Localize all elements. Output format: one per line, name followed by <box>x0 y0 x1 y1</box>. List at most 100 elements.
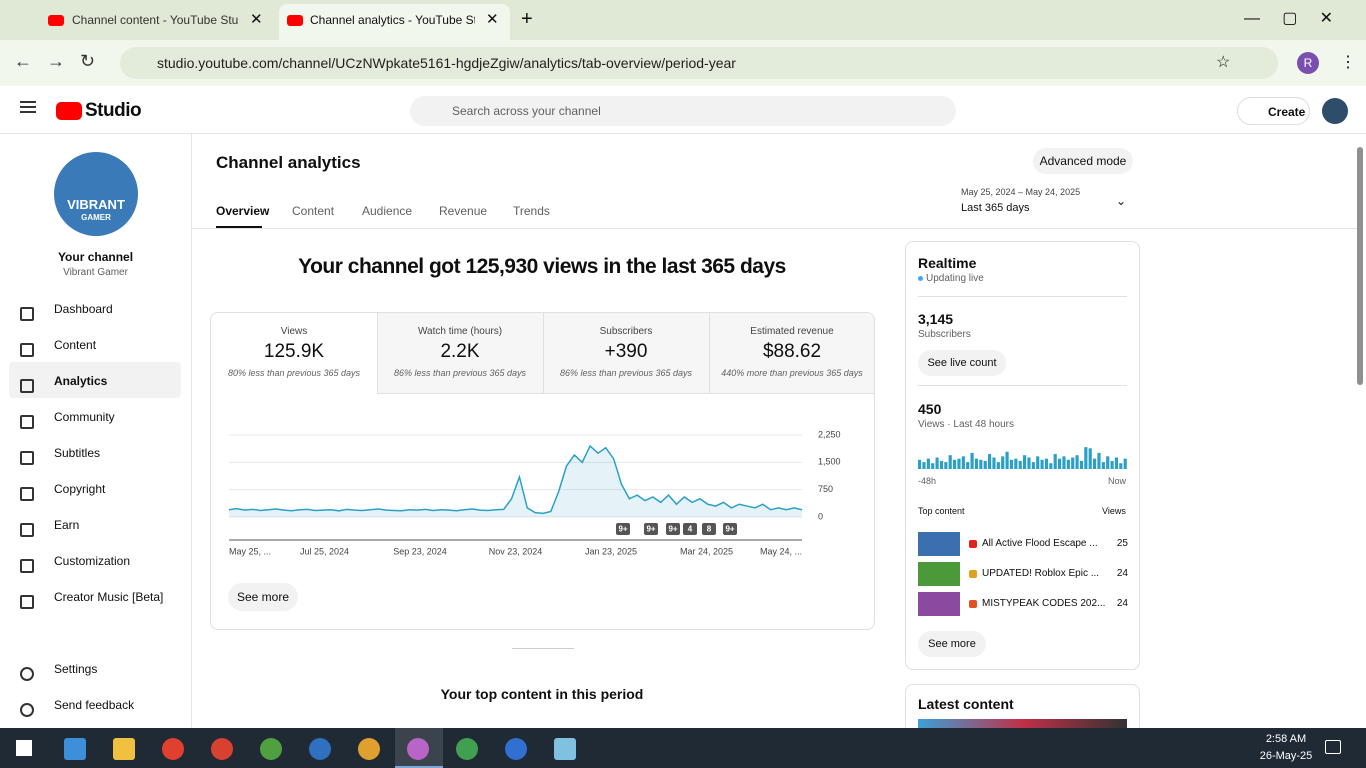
realtime-bar <box>1066 459 1070 469</box>
address-bar[interactable]: studio.youtube.com/channel/UCzNWpkate516… <box>120 47 1278 79</box>
tab[interactable]: Audience <box>362 204 413 218</box>
realtime-bar <box>918 459 922 469</box>
tab-close[interactable]: ✕ <box>486 11 499 28</box>
item-icon <box>969 600 977 608</box>
metric-divider <box>709 313 710 393</box>
advanced-mode[interactable]: Advanced mode <box>1033 148 1133 174</box>
item-thumb[interactable] <box>918 562 960 586</box>
tab[interactable]: Trends <box>513 204 550 218</box>
annotation: 9+ <box>668 525 677 534</box>
avatar[interactable]: VIBRANT GAMER <box>54 152 138 236</box>
divider <box>918 385 1127 386</box>
search[interactable]: Search across your channel <box>410 96 956 126</box>
item-thumb[interactable] <box>918 592 960 616</box>
taskbar-icon[interactable] <box>456 738 478 760</box>
logo-icon <box>56 102 82 120</box>
item-title[interactable]: All Active Flood Escape ... <box>982 538 1098 549</box>
item-views: 24 <box>1116 568 1128 579</box>
nav-item[interactable]: Dashboard <box>54 302 113 316</box>
nav-item[interactable]: Content <box>54 338 97 352</box>
taskbar-icon[interactable] <box>505 738 527 760</box>
nav-item[interactable]: Creator Music [Beta] <box>54 590 164 604</box>
favicon <box>48 15 64 26</box>
realtime-bar <box>996 462 1000 469</box>
metric-value: +390 <box>604 341 648 362</box>
realtime-bar <box>1075 455 1079 469</box>
see-more[interactable]: See more <box>918 631 986 657</box>
clock-time: 2:58 AM <box>1265 733 1307 745</box>
taskbar-icon[interactable] <box>211 738 233 760</box>
nav-icon <box>20 379 34 393</box>
realtime-bar <box>953 459 957 469</box>
y-tick-label: 2,250 <box>818 429 841 439</box>
taskbar-icon[interactable] <box>407 738 429 760</box>
realtime-bar <box>1119 463 1123 469</box>
views-header: Views <box>1102 506 1126 516</box>
realtime-bar <box>922 462 926 469</box>
create-button[interactable]: Create <box>1237 97 1310 125</box>
taskbar-icon[interactable] <box>260 738 282 760</box>
realtime-title: Realtime <box>918 255 977 271</box>
tab[interactable]: Content <box>292 204 335 218</box>
tab-underline <box>216 226 262 228</box>
realtime-bar <box>1018 460 1022 469</box>
tab-close[interactable]: ✕ <box>250 11 263 28</box>
realtime-bar <box>1009 459 1014 469</box>
nav-icon <box>20 703 34 717</box>
nav-item[interactable]: Earn <box>54 518 80 532</box>
item-thumb[interactable] <box>918 532 960 556</box>
latest-thumb <box>918 719 1127 728</box>
new-tab[interactable]: + <box>521 8 533 30</box>
item-title[interactable]: MISTYPEAK CODES 202... <box>982 598 1106 609</box>
annotation-box <box>683 523 697 535</box>
nav-item[interactable]: Subtitles <box>54 446 101 460</box>
nav-item[interactable]: Community <box>54 410 115 424</box>
menu[interactable]: ⋮ <box>1340 54 1356 71</box>
date-range: May 25, 2024 – May 24, 2025 <box>961 187 1081 197</box>
item-icon <box>969 570 977 578</box>
realtime-bar <box>1001 456 1005 469</box>
hamburger[interactable] <box>20 101 36 103</box>
notifications[interactable] <box>1325 740 1341 754</box>
taskbar-icon[interactable] <box>358 738 380 760</box>
divider <box>918 296 1127 297</box>
nav-buttons[interactable]: ← → ↻ <box>14 51 96 71</box>
start-button[interactable] <box>16 740 32 756</box>
nav-item[interactable]: Customization <box>54 554 131 568</box>
nav-item[interactable]: Copyright <box>54 482 106 496</box>
window-controls[interactable]: — ▢ ✕ <box>1244 10 1333 27</box>
period-dropdown[interactable]: ⌄ <box>1116 194 1127 208</box>
account[interactable] <box>1322 98 1348 124</box>
taskbar-icon[interactable] <box>309 738 331 760</box>
taskbar-icon[interactable] <box>113 738 135 760</box>
tab[interactable]: Channel content - YouTube Stu ✕ <box>36 6 274 36</box>
tab[interactable]: Revenue <box>439 204 488 218</box>
see-more[interactable]: See more <box>228 583 298 611</box>
period[interactable]: Last 365 days <box>961 202 1030 214</box>
x-tick-label: May 24, ... <box>760 546 802 556</box>
clock-date: 26-May-25 <box>1259 750 1313 762</box>
nav-icon <box>20 487 34 501</box>
nav-item[interactable]: Analytics <box>54 374 108 388</box>
tab-active[interactable]: Channel analytics - YouTube Stu ✕ <box>279 4 510 40</box>
taskbar-icon[interactable] <box>162 738 184 760</box>
realtime-bar <box>948 455 952 469</box>
favicon <box>287 15 303 26</box>
item-title[interactable]: UPDATED! Roblox Epic ... <box>982 568 1100 579</box>
metric-value: $88.62 <box>762 341 822 362</box>
taskbar-icon[interactable] <box>554 738 576 760</box>
realtime-bar <box>957 458 961 469</box>
realtime-bar <box>961 456 965 469</box>
metric-value: 2.2K <box>440 341 480 362</box>
realtime-bar <box>1114 457 1119 469</box>
tab[interactable]: Overview <box>216 204 270 218</box>
y-tick-label: 1,500 <box>818 457 841 467</box>
star[interactable]: ☆ <box>1216 54 1231 71</box>
live-count[interactable]: See live count <box>918 350 1006 376</box>
taskbar-icon[interactable] <box>64 738 86 760</box>
nav-item[interactable]: Settings <box>54 662 98 676</box>
realtime-bar <box>1053 454 1057 469</box>
annotation-box <box>723 523 737 535</box>
nav-item[interactable]: Send feedback <box>54 698 135 712</box>
profile[interactable]: R <box>1297 52 1319 74</box>
